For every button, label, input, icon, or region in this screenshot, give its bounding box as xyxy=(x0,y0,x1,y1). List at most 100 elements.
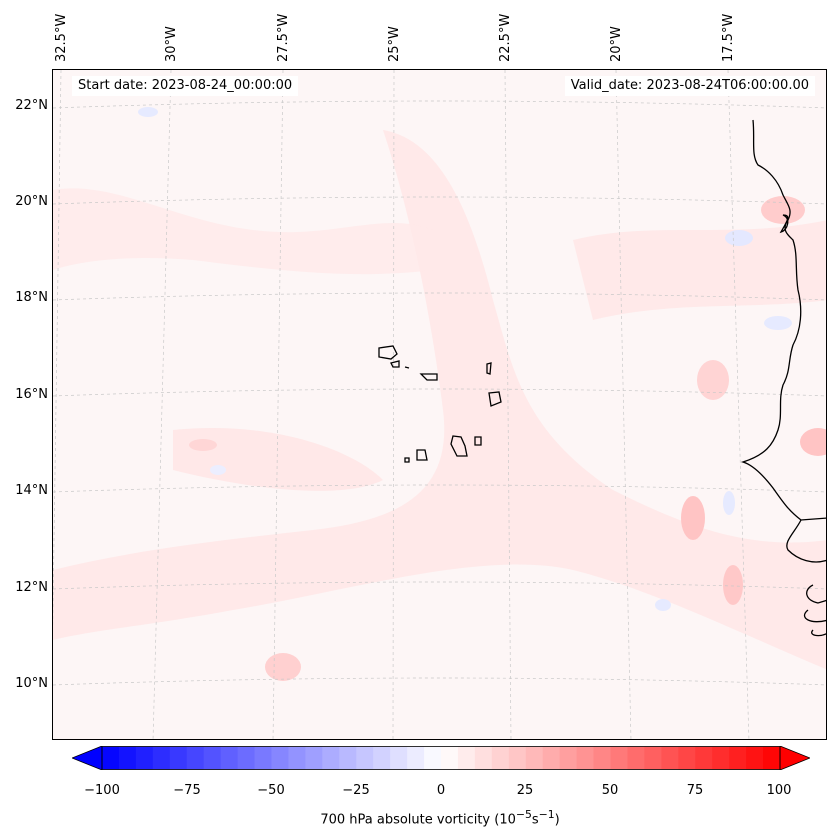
vorticity-max xyxy=(800,428,826,456)
colorbar-cell xyxy=(220,746,239,770)
colorbar-tick-label: 50 xyxy=(601,783,619,798)
colorbar-cell xyxy=(356,746,374,770)
colorbar-cell xyxy=(339,746,357,770)
colorbar-label-exp: −1 xyxy=(538,808,555,821)
lon-label: 27.5°W xyxy=(276,13,291,62)
parallel-line xyxy=(53,100,826,109)
colorbar-cell xyxy=(118,746,137,770)
colorbar-tick-label: 0 xyxy=(436,783,446,798)
cape-verde-island xyxy=(404,457,410,463)
africa-coastline xyxy=(806,584,826,604)
colorbar-cell xyxy=(373,746,391,770)
lat-label: 18°N xyxy=(15,290,48,305)
colorbar-cell xyxy=(559,746,578,770)
lat-label: 10°N xyxy=(15,676,48,691)
colorbar-cell xyxy=(593,746,611,770)
cape-verde-island xyxy=(390,360,400,368)
colorbar-cell xyxy=(203,746,222,770)
meridian-line xyxy=(727,70,750,739)
lon-label: 30°W xyxy=(164,26,179,62)
meridian-line xyxy=(615,70,632,739)
colorbar-tick-label: 75 xyxy=(686,783,704,798)
colorbar-label: 700 hPa absolute vorticity (10−5s−1) xyxy=(0,808,837,827)
colorbar-cell xyxy=(695,746,713,770)
colorbar-tick-label: 25 xyxy=(516,783,534,798)
lon-label: 20°W xyxy=(609,26,624,62)
parallel-line xyxy=(53,388,826,397)
africa-coastline xyxy=(779,214,789,234)
colorbar-cell xyxy=(271,746,289,770)
cape-verde-island xyxy=(486,362,492,375)
africa-coastline xyxy=(811,629,826,637)
colorbar-cell xyxy=(678,746,696,770)
africa-coastline xyxy=(803,609,826,623)
colorbar-cell xyxy=(441,746,459,770)
colorbar-outline xyxy=(101,746,781,770)
vorticity-band-positive xyxy=(53,188,433,275)
graticule xyxy=(53,70,826,739)
vorticity-max xyxy=(761,196,805,224)
lat-label: 22°N xyxy=(15,98,48,113)
colorbar-cell xyxy=(288,746,306,770)
vorticity-field xyxy=(53,107,826,681)
vorticity-min xyxy=(723,491,735,515)
colorbar-cell xyxy=(305,746,323,770)
colorbar-label-text: 700 hPa absolute vorticity (10 xyxy=(320,812,516,828)
cape-verde-island xyxy=(404,366,410,369)
colorbar-label-unit: s xyxy=(531,812,539,828)
colorbar-cell xyxy=(491,746,510,770)
colorbar-cell xyxy=(712,746,730,770)
colorbar-cell xyxy=(135,746,154,770)
vorticity-max xyxy=(189,439,217,451)
colorbar-cell xyxy=(627,746,645,770)
colorbar-cell xyxy=(237,746,256,770)
colorbar-extend-high xyxy=(779,746,810,770)
cape-verde-island xyxy=(416,449,428,461)
colorbar-cell xyxy=(542,746,561,770)
lon-label: 22.5°W xyxy=(498,13,513,62)
colorbar-cell xyxy=(390,746,408,770)
colorbar-cell xyxy=(729,746,747,770)
vorticity-max xyxy=(723,565,743,605)
colorbar-cell xyxy=(254,746,272,770)
lat-label: 20°N xyxy=(15,194,48,209)
lon-label: 17.5°W xyxy=(721,13,736,62)
cape-verde-island xyxy=(419,373,438,381)
colorbar-cell xyxy=(102,746,120,770)
colorbar-cell xyxy=(322,746,340,770)
colorbar-tick-label: −25 xyxy=(342,783,370,798)
colorbar-cell xyxy=(169,746,188,770)
colorbar-tick-label: −50 xyxy=(257,783,285,798)
vorticity-min xyxy=(655,599,671,611)
parallel-line xyxy=(53,484,826,493)
vorticity-max xyxy=(697,360,729,400)
colorbar-cell xyxy=(186,746,205,770)
vorticity-max xyxy=(265,653,301,681)
africa-coastline xyxy=(786,519,826,563)
vorticity-field-map xyxy=(53,70,826,739)
parallel-line xyxy=(53,196,826,205)
colorbar-cell xyxy=(661,746,679,770)
colorbar-cell xyxy=(508,746,527,770)
colorbar-tick-label: −100 xyxy=(84,783,120,798)
cape-verde-island xyxy=(450,435,468,457)
africa-coastline xyxy=(740,119,826,521)
cape-verde-island xyxy=(474,436,482,446)
start-date-label: Start date: 2023-08-24_00:00:00 xyxy=(72,76,299,96)
colorbar-label-end: ) xyxy=(554,812,560,828)
valid-date-label: Valid_date: 2023-08-24T06:00:00.00 xyxy=(564,76,815,96)
vorticity-min xyxy=(138,107,158,117)
colorbar-cell xyxy=(525,746,544,770)
meridian-line xyxy=(504,70,512,739)
meridian-line xyxy=(392,70,395,739)
colorbar-cell xyxy=(152,746,171,770)
parallel-line xyxy=(53,292,826,301)
lat-label: 16°N xyxy=(15,387,48,402)
colorbar-cell xyxy=(407,746,425,770)
colorbar-cell xyxy=(746,746,764,770)
cape-verde-island xyxy=(488,391,502,407)
colorbar-label-exp: −5 xyxy=(515,808,532,821)
vorticity-min xyxy=(210,465,226,475)
vorticity-min xyxy=(764,316,792,330)
vorticity-band-positive xyxy=(53,130,826,670)
